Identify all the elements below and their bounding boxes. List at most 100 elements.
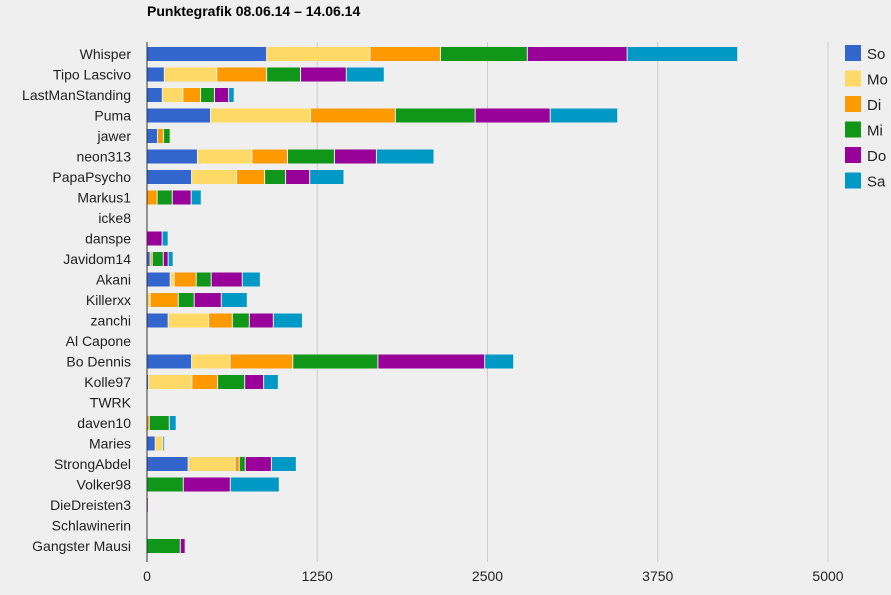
bar-segment-di [192, 375, 218, 389]
bar-segment-so [147, 436, 155, 451]
legend-label-sa: Sa [867, 174, 886, 191]
bar-segment-mi [239, 457, 245, 471]
y-category-label: Killerxx [86, 292, 131, 308]
bar-segment-do [301, 67, 346, 82]
bar-segment-di [158, 129, 164, 143]
bar-segment-di [310, 108, 395, 123]
bar-segment-do [194, 293, 221, 307]
bar-segment-mi [152, 252, 163, 266]
bar-segment-do [211, 272, 242, 287]
y-category-label: Schlawinerin [52, 518, 131, 534]
bar-segment-sa [242, 272, 260, 287]
bar-segment-mi [232, 313, 249, 328]
legend-swatch-do [845, 147, 861, 163]
y-category-label: zanchi [91, 313, 131, 329]
bar-segment-do [378, 354, 485, 369]
bar-segment-di [370, 47, 440, 61]
bar-segment-sa [310, 170, 344, 184]
y-category-label: Akani [96, 272, 131, 288]
bar-segment-so [147, 375, 149, 389]
bar-segment-so [147, 47, 267, 61]
y-category-label: Maries [89, 436, 131, 452]
legend-swatch-mo [845, 70, 861, 87]
bar-segment-do [172, 190, 191, 205]
y-category-label: LastManStanding [22, 87, 131, 103]
bar-segment-mo [188, 457, 235, 471]
legend-swatch-so [845, 45, 861, 61]
bar-segment-mi [164, 129, 170, 143]
bar-segment-sa [163, 436, 165, 451]
bar-segment-mi [147, 477, 183, 492]
bar-segment-mi [287, 149, 334, 164]
bar-segment-do [245, 375, 264, 389]
bar-segment-di [209, 313, 232, 328]
bar-segment-sa [485, 354, 514, 369]
bar-segment-di [150, 252, 152, 266]
bar-segment-so [147, 457, 188, 471]
legend-swatch-sa [845, 172, 861, 189]
y-category-label: Kolle97 [84, 374, 131, 390]
bar-segment-mi [157, 190, 172, 205]
y-category-label: StrongAbdel [54, 456, 131, 472]
bar-segment-sa [264, 375, 278, 389]
bar-segment-so [147, 252, 150, 266]
y-category-label: Tipo Lascivo [53, 67, 131, 83]
bar-segment-mo [211, 108, 310, 123]
bar-segment-mi [178, 293, 194, 307]
bar-segment-so [147, 108, 211, 123]
y-category-label: Al Capone [66, 333, 132, 349]
y-category-label: Volker98 [77, 477, 132, 493]
legend-label-mo: Mo [867, 72, 888, 89]
bar-segment-mi [218, 375, 245, 389]
bar-segment-mo [147, 293, 150, 307]
x-tick-label: 1250 [302, 568, 333, 584]
bar-segment-so [147, 88, 162, 102]
bar-segment-mi [440, 47, 527, 61]
bar-segment-mi [265, 170, 286, 184]
bar-segment-mi [201, 88, 214, 102]
bar-segment-mo [164, 67, 217, 82]
bar-segment-so [147, 313, 168, 328]
bar-segment-so [147, 129, 158, 143]
bar-segment-mo [267, 47, 370, 61]
bar-segment-do [527, 47, 627, 61]
y-category-label: Bo Dennis [66, 354, 131, 370]
bar-segment-do [214, 88, 229, 102]
legend-label-so: So [867, 46, 885, 63]
bar-segment-di [174, 272, 196, 287]
y-category-label: PapaPsycho [52, 169, 131, 185]
bar-segment-di [147, 190, 157, 205]
legend-swatch-di [845, 96, 861, 112]
bar-segment-do [286, 170, 310, 184]
bar-segment-sa [230, 477, 279, 492]
bar-segment-so [147, 170, 192, 184]
bar-segment-di [147, 416, 149, 430]
bar-segment-di [150, 293, 178, 307]
bar-segment-mi [149, 416, 169, 430]
bar-segment-so [147, 354, 192, 369]
x-tick-label: 0 [143, 568, 151, 584]
bar-segment-di [217, 67, 267, 82]
y-category-label: Whisper [80, 46, 132, 62]
bar-segment-mi [196, 272, 211, 287]
bar-segment-do [334, 149, 376, 164]
bar-segment-sa [627, 47, 738, 61]
bar-segment-do [163, 252, 168, 266]
bar-segment-sa [376, 149, 434, 164]
bar-segment-sa [229, 88, 234, 102]
bar-segment-so [147, 67, 164, 82]
bar-segment-do [180, 539, 185, 553]
bar-segment-mo [162, 88, 183, 102]
x-tick-label: 5000 [812, 568, 843, 584]
bar-segment-sa [346, 67, 384, 82]
y-category-label: jawer [97, 128, 132, 144]
y-category-label: DieDreisten3 [50, 497, 131, 513]
x-tick-label: 2500 [472, 568, 503, 584]
y-category-label: neon313 [76, 149, 131, 165]
chart-title: Punktegrafik 08.06.14 – 14.06.14 [147, 3, 361, 19]
bar-segment-mo [192, 170, 237, 184]
bar-segment-do [245, 457, 271, 471]
bar-segment-mi [267, 67, 301, 82]
y-category-label: danspe [85, 231, 131, 247]
